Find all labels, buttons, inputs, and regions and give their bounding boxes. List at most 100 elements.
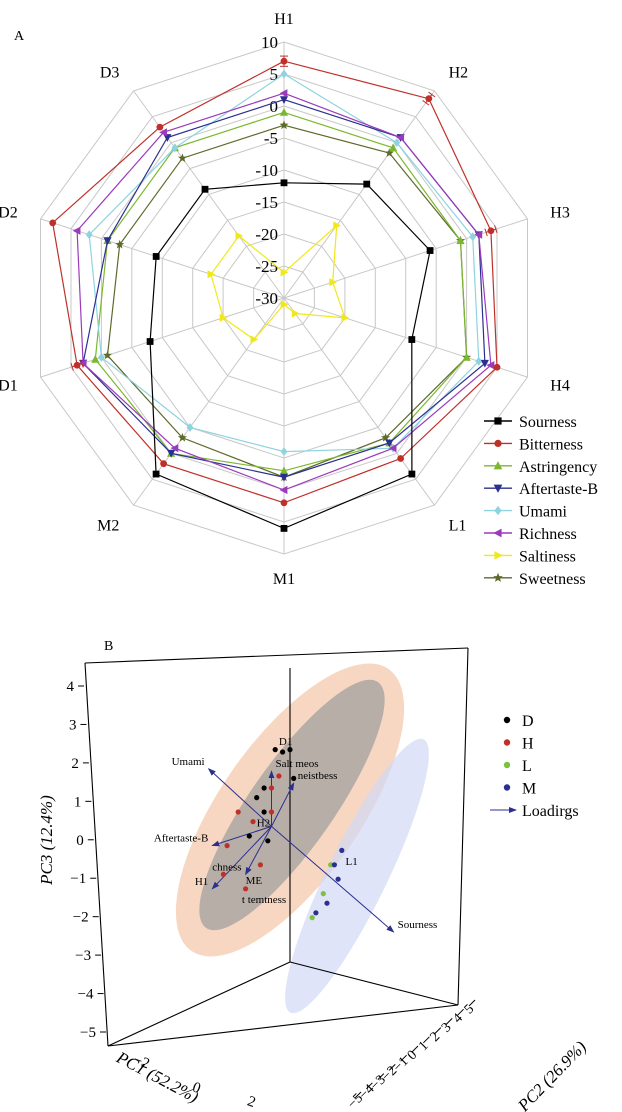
legend-item-bitterness: Bitterness bbox=[484, 436, 583, 453]
loading-arrow-0 bbox=[207, 768, 272, 827]
y-tick bbox=[411, 1045, 419, 1053]
point-m bbox=[331, 862, 337, 868]
legend-label: D bbox=[522, 713, 534, 730]
error-bar bbox=[425, 94, 433, 104]
legend-marker bbox=[494, 417, 502, 425]
data-point bbox=[408, 336, 416, 343]
box-edge bbox=[289, 961, 459, 1006]
data-point bbox=[201, 185, 209, 193]
point-l bbox=[309, 915, 315, 921]
grid-spoke bbox=[40, 218, 285, 299]
error-cap bbox=[70, 362, 74, 371]
data-point bbox=[91, 354, 100, 363]
category-label: H3 bbox=[550, 204, 570, 221]
data-point bbox=[219, 313, 228, 322]
axes-box bbox=[84, 647, 469, 1047]
data-point bbox=[152, 253, 160, 260]
legend-dot bbox=[503, 716, 511, 724]
y-tick bbox=[445, 1018, 453, 1025]
y-tick-label: 1 bbox=[416, 1039, 432, 1055]
point-d bbox=[291, 775, 297, 782]
z-tick-label: 0 bbox=[76, 833, 84, 849]
point-h bbox=[220, 871, 226, 878]
legend: Sourness Bitterness Astringency Aftertaste-… bbox=[484, 414, 598, 588]
legend-item-astringency: Astringency bbox=[484, 459, 597, 476]
error-cap bbox=[422, 100, 430, 106]
point-label: t temtness bbox=[242, 894, 286, 906]
data-point bbox=[103, 350, 112, 360]
score-points bbox=[220, 747, 345, 921]
category-label: H2 bbox=[449, 64, 469, 81]
data-point bbox=[333, 221, 342, 230]
legend-marker bbox=[494, 505, 502, 516]
loading-arrow-2 bbox=[271, 782, 295, 827]
confidence-ellipses bbox=[175, 663, 429, 1014]
data-point bbox=[97, 352, 105, 362]
panel-label-a: A bbox=[14, 29, 25, 44]
y-tick bbox=[434, 1027, 442, 1034]
error-cap bbox=[80, 359, 84, 368]
point-h bbox=[268, 809, 275, 815]
data-point bbox=[389, 143, 398, 152]
error-bar bbox=[72, 363, 83, 368]
legend-label: Sourness bbox=[519, 414, 577, 431]
data-point bbox=[72, 226, 81, 235]
data-point bbox=[388, 444, 397, 453]
data-point bbox=[279, 473, 289, 482]
data-point bbox=[329, 278, 338, 287]
error-cap bbox=[428, 91, 436, 98]
x-axis-label: PC1 (52.2%) bbox=[113, 1047, 202, 1107]
legend-item-sweetness: Sweetness bbox=[484, 571, 586, 588]
radial-tick-label: -5 bbox=[264, 129, 278, 148]
point-m bbox=[335, 876, 341, 882]
data-point bbox=[280, 69, 288, 79]
category-label: M1 bbox=[273, 571, 295, 588]
data-point bbox=[280, 499, 288, 507]
radial-tick-labels: 10 5 0 -5 -10 -15 -20 -25 -30 bbox=[255, 33, 278, 308]
series-bitterness bbox=[49, 57, 501, 507]
series-line bbox=[106, 124, 468, 478]
y-tick-label: 4 bbox=[450, 1011, 466, 1027]
legend-label: Saltiness bbox=[519, 548, 576, 565]
legend-marker bbox=[493, 572, 503, 582]
data-point bbox=[426, 247, 434, 254]
point-d bbox=[254, 795, 260, 801]
y-tick bbox=[457, 1008, 464, 1016]
category-label: H1 bbox=[274, 11, 294, 28]
legend-item-aftertaste-b: Aftertaste-B bbox=[484, 481, 598, 498]
y-tick bbox=[388, 1064, 396, 1071]
data-point bbox=[49, 219, 57, 227]
z-axis-label: PC3 (12.4%) bbox=[37, 795, 56, 886]
point-h bbox=[276, 773, 282, 779]
point-d bbox=[246, 833, 252, 839]
data-point bbox=[103, 237, 112, 246]
data-point bbox=[146, 338, 154, 345]
panel-label-b: B bbox=[104, 639, 113, 654]
legend-label: M bbox=[522, 781, 536, 798]
loading-label: Aftertaste-B bbox=[154, 833, 208, 845]
z-tick-label: 3 bbox=[69, 717, 77, 733]
legend-label: L bbox=[522, 758, 532, 775]
grid-spoke bbox=[283, 90, 435, 299]
legend-item-loadirgs: Loadirgs bbox=[490, 803, 579, 820]
data-point bbox=[280, 447, 288, 457]
point-h bbox=[235, 809, 241, 815]
point-h bbox=[224, 843, 230, 849]
data-point bbox=[115, 239, 125, 249]
data-point bbox=[493, 363, 501, 371]
loading-arrow-3 bbox=[211, 825, 272, 847]
data-point bbox=[462, 352, 471, 361]
y-tick bbox=[400, 1054, 407, 1062]
error-bar bbox=[485, 228, 496, 233]
radial-tick-label: 10 bbox=[261, 33, 278, 52]
data-point bbox=[170, 444, 179, 453]
radial-tick-label: 0 bbox=[270, 97, 279, 116]
legend-label: Bitterness bbox=[519, 436, 583, 453]
data-point bbox=[280, 525, 288, 532]
series-sourness bbox=[146, 179, 434, 532]
data-point bbox=[177, 153, 187, 163]
data-point bbox=[384, 148, 394, 157]
